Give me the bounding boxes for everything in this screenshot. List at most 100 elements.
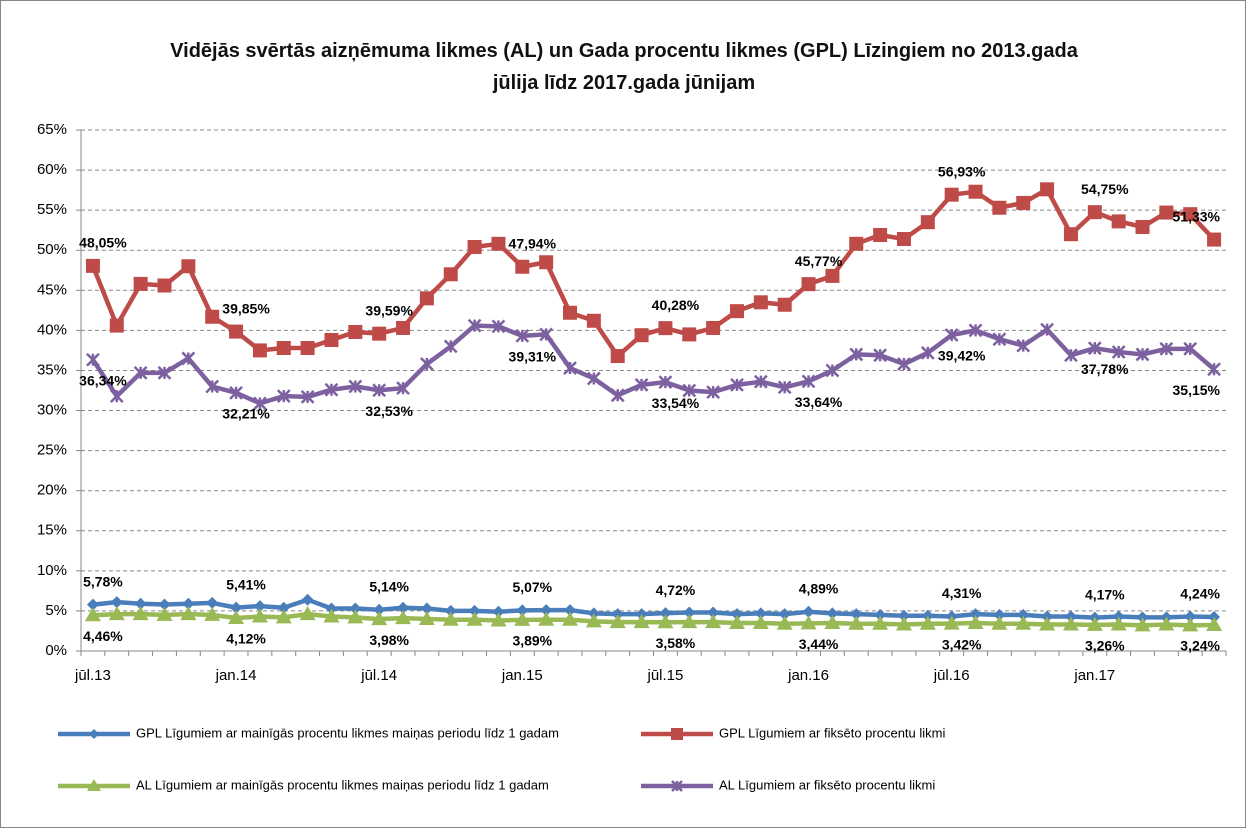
- marker: [275, 609, 292, 624]
- marker: [468, 604, 481, 617]
- legend-label: GPL Līgumiem ar fiksēto procentu likmi: [719, 725, 945, 740]
- marker: [824, 614, 841, 629]
- data-label: 40,28%: [652, 297, 700, 313]
- y-tick-label: 50%: [37, 241, 67, 258]
- marker: [540, 604, 553, 617]
- legend-item: AL Līgumiem ar fiksēto procentu likmi: [641, 777, 935, 792]
- marker: [300, 341, 315, 356]
- marker: [943, 615, 960, 630]
- marker: [681, 614, 698, 629]
- marker: [276, 341, 291, 356]
- marker: [300, 390, 315, 404]
- data-label: 3,98%: [369, 632, 409, 648]
- marker: [85, 258, 100, 273]
- y-tick-label: 0%: [45, 642, 67, 659]
- marker: [253, 396, 267, 411]
- marker: [491, 236, 506, 251]
- marker: [671, 780, 683, 792]
- marker: [610, 388, 625, 403]
- marker: [491, 319, 506, 334]
- data-label: 4,46%: [83, 628, 123, 644]
- y-tick-label: 20%: [37, 482, 67, 499]
- marker: [1208, 611, 1221, 624]
- marker: [1111, 214, 1126, 229]
- x-tick-label: jan.15: [501, 667, 543, 684]
- marker: [443, 267, 458, 282]
- marker: [229, 324, 244, 339]
- marker: [967, 614, 984, 629]
- data-label: 51,33%: [1173, 208, 1221, 224]
- marker: [801, 277, 816, 292]
- marker: [324, 333, 339, 348]
- data-label: 33,54%: [652, 395, 700, 411]
- marker: [1158, 616, 1175, 631]
- marker: [657, 614, 674, 629]
- marker: [396, 320, 411, 335]
- marker: [515, 329, 530, 343]
- legend-item: GPL Līgumiem ar fiksēto procentu likmi: [641, 725, 945, 740]
- marker: [610, 349, 625, 364]
- marker: [896, 232, 911, 247]
- chart-title: Vidējās svērtās aizņēmuma likmes (AL) un…: [170, 40, 1078, 94]
- data-label: 5,78%: [83, 573, 123, 589]
- marker: [1110, 616, 1127, 631]
- data-label: 32,21%: [222, 406, 270, 422]
- x-tick-label: jan.16: [787, 667, 829, 684]
- marker: [920, 345, 935, 360]
- marker: [752, 614, 769, 629]
- marker: [874, 608, 887, 621]
- marker: [849, 236, 864, 251]
- legend-label: AL Līgumiem ar fiksēto procentu likmi: [719, 777, 935, 792]
- marker: [347, 609, 364, 624]
- marker: [895, 616, 912, 631]
- marker: [633, 614, 650, 629]
- marker: [133, 365, 148, 380]
- marker: [348, 324, 363, 339]
- marker: [1206, 617, 1223, 632]
- marker: [371, 611, 388, 626]
- marker: [944, 328, 959, 342]
- marker: [156, 606, 173, 621]
- marker: [108, 606, 125, 621]
- marker: [1087, 205, 1102, 220]
- data-label: 39,59%: [365, 302, 413, 318]
- marker: [1064, 610, 1077, 623]
- data-label: 3,26%: [1085, 638, 1125, 654]
- y-tick-label: 35%: [37, 361, 67, 378]
- x-tick-label: jan.17: [1073, 667, 1115, 684]
- y-tick-label: 65%: [37, 121, 67, 138]
- marker: [944, 187, 959, 202]
- marker: [1207, 362, 1221, 377]
- series-line: [91, 323, 1216, 406]
- marker: [1159, 341, 1174, 356]
- y-tick-label: 5%: [45, 602, 67, 619]
- data-label: 32,53%: [365, 403, 413, 419]
- data-label: 3,42%: [942, 636, 982, 652]
- data-label: 3,24%: [1180, 638, 1220, 654]
- marker: [1040, 322, 1054, 337]
- marker: [229, 385, 243, 400]
- marker: [1136, 611, 1149, 624]
- marker: [1135, 347, 1150, 362]
- marker: [826, 607, 839, 620]
- marker: [801, 374, 816, 389]
- marker: [132, 606, 149, 621]
- marker: [825, 363, 840, 378]
- marker: [110, 596, 123, 609]
- marker: [564, 604, 577, 617]
- marker: [611, 608, 624, 621]
- marker: [251, 608, 268, 623]
- data-label: 3,89%: [512, 633, 552, 649]
- marker: [134, 597, 147, 610]
- marker: [753, 374, 768, 389]
- marker: [467, 318, 482, 333]
- marker: [516, 604, 529, 617]
- marker: [658, 375, 673, 390]
- marker: [920, 215, 935, 230]
- marker: [873, 228, 888, 243]
- marker: [968, 184, 983, 199]
- data-label: 4,31%: [942, 585, 982, 601]
- marker: [158, 598, 171, 611]
